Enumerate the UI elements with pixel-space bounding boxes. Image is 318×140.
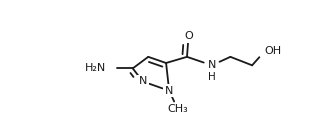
Text: N: N	[139, 76, 147, 87]
Text: OH: OH	[265, 46, 282, 56]
Text: H₂N: H₂N	[85, 63, 107, 73]
Text: N: N	[208, 60, 216, 70]
Text: CH₃: CH₃	[167, 104, 188, 114]
Text: H: H	[208, 72, 216, 82]
Text: O: O	[184, 31, 193, 41]
Text: N: N	[165, 86, 173, 96]
